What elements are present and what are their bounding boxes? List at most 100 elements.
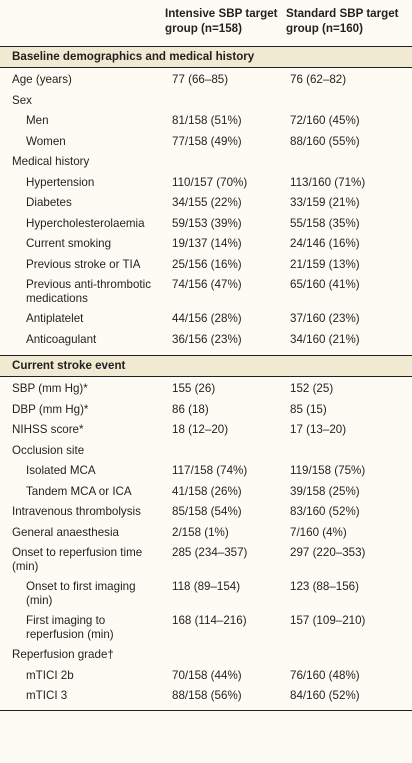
row-label-text: Sex (12, 93, 32, 107)
intensive-value: 74/156 (47%) (172, 278, 242, 291)
standard-value: 113/160 (71%) (290, 175, 366, 189)
standard-value: 34/160 (21%) (290, 332, 360, 346)
standard-value: 297 (220–353) (290, 546, 366, 559)
row-label-text: Occlusion site (12, 443, 85, 457)
row-label: Tandem MCA or ICA (26, 485, 132, 499)
row-label-text: Current smoking (26, 237, 112, 250)
row-label-text: Previous stroke or TIA (26, 257, 141, 271)
row-label-text: Tandem MCA or ICA (26, 484, 132, 498)
row-label-text: Isolated MCA (26, 464, 96, 477)
intensive-value: 77/158 (49%) (172, 134, 242, 148)
column-header-standard: Standard SBP target group (n=160) (286, 6, 399, 36)
section-header: Baseline demographics and medical histor… (0, 47, 412, 68)
row-label: Previous anti-thrombotic medications (26, 278, 151, 306)
standard-value: 39/158 (25%) (290, 484, 360, 498)
row-label-text-cont: (min) (26, 594, 53, 607)
table-row: NIHSS score* 18 (12–20) 17 (13–20) (0, 423, 412, 444)
table-row: Tandem MCA or ICA 41/158 (26%) 39/158 (25%… (0, 485, 412, 506)
row-label-text: Antiplatelet (26, 312, 84, 325)
standard-value: 24/146 (16%) (290, 237, 360, 250)
row-label: Age (years) (12, 73, 72, 87)
standard-value: 76/160 (48%) (290, 668, 360, 682)
row-label: Onset to reperfusion time (min) (12, 546, 142, 574)
table-row: Occlusion site (0, 444, 412, 465)
standard-value: 72/160 (45%) (290, 114, 360, 127)
table-row: Onset to reperfusion time (min) 285 (234–3… (0, 546, 412, 580)
table-row: Reperfusion grade† (0, 648, 412, 669)
table-row: Men 81/158 (51%) 72/160 (45%) (0, 114, 412, 135)
intensive-value: 41/158 (26%) (172, 484, 242, 498)
table-row: Onset to first imaging (min) 118 (89–154) 1… (0, 580, 412, 614)
table-row: Medical history (0, 155, 412, 176)
row-label-text: DBP (mm Hg)* (12, 402, 89, 416)
intensive-value: 36/156 (23%) (172, 332, 242, 346)
intensive-value: 18 (12–20) (172, 423, 229, 436)
row-label: General anaesthesia (12, 526, 119, 540)
row-label-text-cont: reperfusion (min) (26, 628, 114, 641)
table-row: Women 77/158 (49%) 88/160 (55%) (0, 135, 412, 156)
intensive-value: 19/137 (14%) (172, 237, 242, 250)
row-label: SBP (mm Hg)* (12, 382, 88, 396)
row-label-text-cont: (min) (12, 560, 39, 573)
row-label: mTICI 2b (26, 669, 74, 683)
row-label: Reperfusion grade† (12, 648, 114, 662)
intensive-value: 118 (89–154) (172, 580, 241, 593)
row-label-text: mTICI 3 (26, 689, 68, 702)
intensive-value: 34/155 (22%) (172, 196, 242, 209)
row-label-text: Intravenous thrombolysis (12, 505, 141, 518)
intensive-value: 44/156 (28%) (172, 312, 242, 325)
row-label-text-cont: medications (26, 292, 88, 305)
column-header-intensive: Intensive SBP target group (n=158) (165, 6, 278, 36)
row-label-text: Women (26, 134, 66, 148)
intensive-value: 85/158 (54%) (172, 505, 242, 518)
row-label-text: Hypertension (26, 175, 95, 189)
intensive-value: 86 (18) (172, 402, 209, 416)
row-label: Women (26, 135, 66, 149)
row-label: First imaging to reperfusion (min) (26, 614, 114, 642)
row-label-text: Age (years) (12, 73, 72, 86)
table-row: Hypercholesterolaemia 59/153 (39%) 55/158 … (0, 217, 412, 238)
row-label: Hypertension (26, 176, 94, 190)
row-label: Medical history (12, 155, 89, 169)
standard-value: 17 (13–20) (290, 423, 347, 436)
standard-value: 84/160 (52%) (290, 689, 360, 702)
intensive-value: 25/156 (16%) (172, 257, 242, 271)
row-label: DBP (mm Hg)* (12, 403, 88, 417)
intensive-value: 117/158 (74%) (172, 464, 248, 477)
standard-value: 7/160 (4%) (290, 525, 347, 539)
standard-value: 88/160 (55%) (290, 134, 360, 148)
row-label: NIHSS score* (12, 423, 84, 437)
column-header-intensive-line2: group (n=158) (165, 22, 242, 35)
column-header-standard-line2: group (n=160) (286, 22, 363, 35)
standard-value: 119/158 (75%) (290, 464, 366, 477)
intensive-value: 2/158 (1%) (172, 525, 229, 539)
intensive-value: 70/158 (44%) (172, 668, 242, 682)
standard-value: 83/160 (52%) (290, 505, 360, 518)
intensive-value: 88/158 (56%) (172, 689, 242, 702)
standard-value: 85 (15) (290, 402, 327, 416)
column-header-intensive-line1: Intensive SBP target (165, 7, 278, 20)
row-label-text: General anaesthesia (12, 525, 119, 539)
standard-value: 65/160 (41%) (290, 278, 360, 291)
standard-value: 55/158 (35%) (290, 216, 360, 230)
row-label-text: Previous anti-thrombotic (26, 278, 152, 291)
row-label: Intravenous thrombolysis (12, 505, 141, 519)
table-body: Baseline demographics and medical histor… (0, 47, 412, 711)
table-row: Isolated MCA 117/158 (74%) 119/158 (75%) (0, 464, 412, 485)
standard-value: 123 (88–156) (290, 580, 359, 593)
intensive-value: 77 (66–85) (172, 73, 229, 86)
row-label-text: Onset to reperfusion time (12, 546, 143, 559)
row-label-text: Onset to first imaging (26, 580, 136, 593)
table-header: Intensive SBP target group (n=158) Stand… (0, 0, 412, 47)
table-bottom-rule (0, 709, 412, 711)
row-label: Current smoking (26, 237, 111, 251)
standard-value: 152 (25) (290, 382, 334, 395)
row-label: mTICI 3 (26, 689, 67, 703)
row-label: Hypercholesterolaemia (26, 217, 145, 231)
standard-value: 21/159 (13%) (290, 257, 360, 271)
table-row: Previous stroke or TIA 25/156 (16%) 21/159… (0, 258, 412, 279)
row-label-text: NIHSS score* (12, 423, 84, 436)
intensive-value: 110/157 (70%) (172, 175, 248, 189)
section-header: Current stroke event (0, 355, 412, 377)
row-label: Isolated MCA (26, 464, 96, 478)
